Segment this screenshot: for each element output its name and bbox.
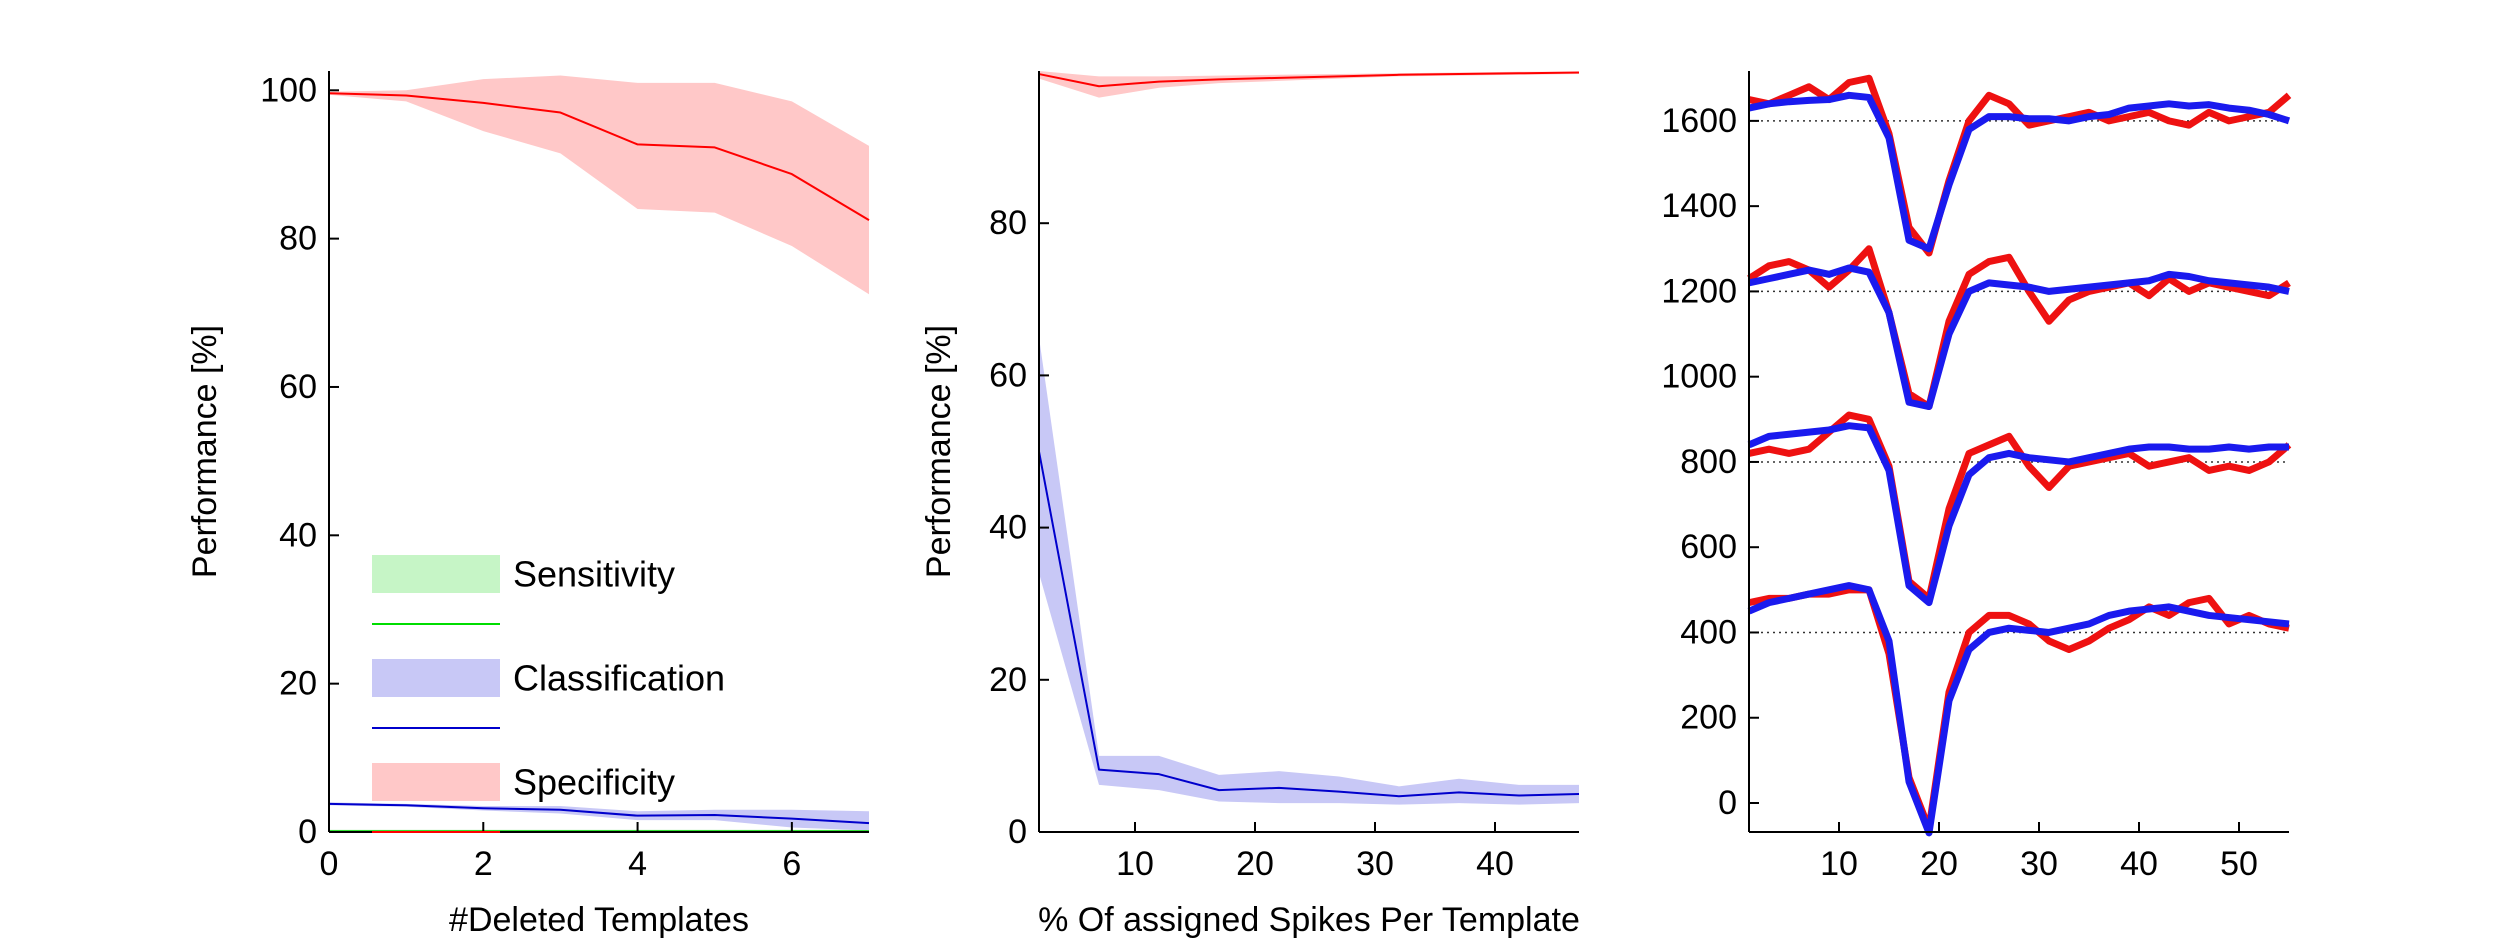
x-tick-label: 4 bbox=[628, 845, 647, 883]
y-tick-label: 60 bbox=[279, 368, 317, 406]
plot bbox=[1038, 71, 1580, 833]
y-tick-label: 20 bbox=[279, 665, 317, 703]
y-tick-label: 0 bbox=[1008, 813, 1027, 851]
y-tick-label: 40 bbox=[989, 509, 1027, 547]
series-line bbox=[1038, 451, 1580, 798]
x-tick-label: 10 bbox=[1820, 845, 1858, 883]
legend-label: Sensitivity bbox=[513, 554, 675, 595]
series-line bbox=[1748, 411, 2292, 602]
legend-label: Specificity bbox=[513, 762, 675, 803]
y-tick-label: 40 bbox=[279, 516, 317, 554]
x-tick-label: 20 bbox=[1236, 845, 1274, 883]
x-tick-label: 50 bbox=[2220, 845, 2258, 883]
y-tick-label: 200 bbox=[1680, 699, 1737, 737]
series-line bbox=[1747, 582, 2290, 837]
y-tick-label: 20 bbox=[989, 661, 1027, 699]
legend-patch bbox=[372, 763, 500, 801]
series-line bbox=[1748, 586, 2290, 833]
plot bbox=[1747, 74, 2292, 837]
y-tick-label: 600 bbox=[1680, 528, 1737, 566]
x-tick-label: 6 bbox=[782, 845, 801, 883]
y-tick-label: 800 bbox=[1680, 443, 1737, 481]
y-tick-label: 0 bbox=[298, 813, 317, 851]
y-tick-label: 1000 bbox=[1661, 358, 1737, 396]
legend-patch bbox=[372, 555, 500, 593]
y-tick-label: 80 bbox=[989, 204, 1027, 242]
confidence-band bbox=[1039, 337, 1579, 805]
x-tick-label: 10 bbox=[1116, 845, 1154, 883]
x-axis-label: % Of assigned Spikes Per Template bbox=[1038, 901, 1580, 938]
x-axis-label: #Deleted Templates bbox=[449, 901, 749, 938]
series-line bbox=[1747, 245, 2291, 411]
x-tick-label: 40 bbox=[1476, 845, 1514, 883]
y-tick-label: 60 bbox=[989, 356, 1027, 394]
series-line bbox=[1748, 264, 2290, 411]
x-tick-label: 2 bbox=[474, 845, 493, 883]
plot bbox=[328, 75, 870, 833]
x-tick-label: 20 bbox=[1920, 845, 1958, 883]
legend-patch bbox=[372, 659, 500, 697]
series-line bbox=[1748, 91, 2291, 253]
y-tick-label: 80 bbox=[279, 220, 317, 258]
y-tick-label: 1200 bbox=[1661, 272, 1737, 310]
series-line bbox=[328, 92, 870, 221]
y-tick-label: 1400 bbox=[1661, 187, 1737, 225]
y-tick-label: 400 bbox=[1680, 613, 1737, 651]
series-line bbox=[1038, 71, 1580, 88]
y-tick-label: 100 bbox=[260, 71, 317, 109]
x-tick-label: 0 bbox=[320, 845, 339, 883]
y-axis-label: Performance [%] bbox=[920, 325, 958, 578]
legend-label: Classification bbox=[513, 658, 725, 699]
y-tick-label: 0 bbox=[1718, 784, 1737, 822]
confidence-band bbox=[329, 75, 869, 295]
y-axis-label: Performance [%] bbox=[186, 325, 224, 578]
series-line bbox=[328, 802, 870, 825]
series-line bbox=[1747, 422, 2289, 607]
x-tick-label: 40 bbox=[2120, 845, 2158, 883]
x-tick-label: 30 bbox=[2020, 845, 2058, 883]
confidence-band bbox=[329, 802, 869, 831]
x-tick-label: 30 bbox=[1356, 845, 1394, 883]
legend: Sensitivity Classification Specificity bbox=[372, 554, 725, 833]
y-tick-label: 1600 bbox=[1661, 102, 1737, 140]
confidence-band bbox=[1039, 71, 1579, 98]
